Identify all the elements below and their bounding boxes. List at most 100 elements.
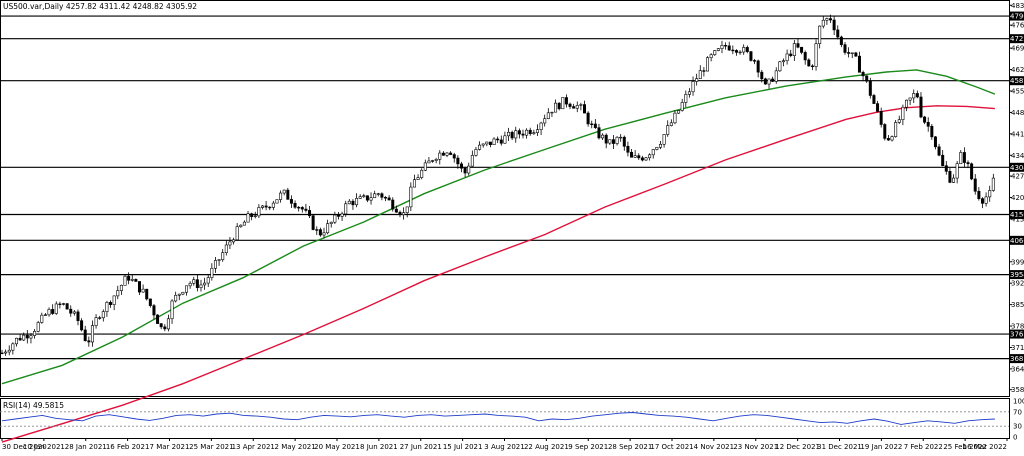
- candle-body: [481, 143, 485, 146]
- candle-body: [894, 122, 898, 137]
- x-tick-label: 16 Feb 2021: [106, 443, 150, 451]
- level-label-box: [1009, 235, 1024, 245]
- candle-body: [4, 351, 8, 354]
- candle-body: [311, 215, 315, 230]
- candle-body: [72, 311, 76, 314]
- candle-body: [807, 59, 811, 67]
- candle-body: [937, 146, 941, 156]
- candle-body: [803, 52, 807, 61]
- level-label: 4585.74: [1010, 77, 1024, 85]
- candle-body: [358, 196, 362, 199]
- candle-body: [420, 169, 424, 178]
- x-tick-label: 25 Feb 2022: [943, 443, 987, 451]
- y-tick-label: 3857.30: [1011, 301, 1024, 309]
- candle-body: [836, 29, 840, 38]
- candle-body: [351, 200, 355, 206]
- candle-body: [54, 303, 58, 314]
- candle-body: [365, 195, 369, 201]
- candle-body: [69, 308, 73, 314]
- candle-body: [329, 221, 333, 224]
- candle-body: [174, 294, 178, 302]
- candle-body: [51, 309, 55, 314]
- candle-body: [984, 196, 988, 204]
- candle-body: [988, 190, 992, 198]
- candle-body: [210, 267, 214, 278]
- level-label: 4722.41: [1010, 35, 1024, 43]
- candle-body: [412, 179, 416, 188]
- candle-body: [80, 320, 84, 331]
- candle-body: [702, 70, 706, 72]
- candle-body: [192, 279, 196, 284]
- rsi-level-label: 100: [1013, 398, 1024, 406]
- candle-body: [821, 19, 825, 27]
- candle-body: [876, 103, 880, 112]
- candle-body: [47, 309, 51, 316]
- candle-body: [767, 78, 771, 85]
- candle-body: [680, 102, 684, 111]
- candle-body: [344, 203, 348, 215]
- candle-body: [843, 44, 847, 53]
- candle-body: [503, 135, 507, 144]
- x-tick-label: 8 Jun 2021: [360, 443, 398, 451]
- candle-body: [163, 326, 167, 330]
- candle-body: [706, 57, 710, 72]
- candle-body: [666, 125, 670, 135]
- candle-body: [271, 202, 275, 208]
- candle-body: [340, 213, 344, 217]
- candle-body: [199, 284, 203, 288]
- candle-body: [734, 50, 738, 53]
- candle-body: [550, 111, 554, 114]
- candle-body: [445, 152, 449, 156]
- candle-body: [861, 71, 865, 77]
- candle-body: [206, 277, 210, 284]
- candle-body: [409, 186, 413, 208]
- y-tick-label: 3580.55: [1011, 386, 1024, 394]
- y-tick-label: 3927.00: [1011, 280, 1024, 288]
- candle-body: [242, 221, 246, 226]
- level-label-box: [1009, 34, 1024, 44]
- x-tick-label: 3 Aug 2021: [484, 443, 524, 451]
- candle-body: [0, 352, 4, 355]
- candle-body: [36, 322, 40, 332]
- y-tick-label: 4691.65: [1011, 45, 1024, 53]
- candle-body: [879, 111, 883, 125]
- y-tick-label: 4831.05: [1011, 2, 1024, 10]
- candle-body: [528, 129, 532, 134]
- candle-body: [510, 131, 514, 139]
- candle-body: [796, 43, 800, 48]
- candle-body: [648, 154, 652, 159]
- candle-body: [181, 291, 185, 295]
- candle-body: [246, 213, 250, 223]
- candle-body: [546, 112, 550, 119]
- candle-body: [228, 241, 232, 246]
- candle-body: [293, 203, 297, 208]
- level-label: 3681.63: [1010, 355, 1024, 363]
- y-tick-label: 3996.70: [1011, 258, 1024, 266]
- level-label-box: [1009, 162, 1024, 172]
- candle-body: [977, 190, 981, 199]
- level-label: 4150.51: [1010, 211, 1024, 219]
- candle-body: [742, 47, 746, 53]
- candle-body: [778, 61, 782, 72]
- candle-body: [40, 314, 44, 323]
- x-tick-label: 10 Jan 2021: [23, 443, 65, 451]
- candle-body: [373, 193, 377, 199]
- x-tick-label: 31 Dec 2021: [817, 443, 862, 451]
- candle-body: [355, 198, 359, 206]
- candle-body: [326, 223, 330, 234]
- candle-body: [955, 163, 959, 179]
- candle-body: [474, 149, 478, 156]
- candle-body: [915, 93, 919, 98]
- candle-body: [615, 136, 619, 144]
- x-tick-label: 25 Mar 2021: [189, 443, 233, 451]
- candle-body: [633, 155, 637, 158]
- candle-body: [785, 53, 789, 62]
- y-tick-label: 4343.15: [1011, 152, 1024, 160]
- candle-body: [514, 130, 518, 139]
- candle-body: [575, 105, 579, 109]
- candle-body: [376, 193, 380, 195]
- candle-body: [521, 133, 525, 136]
- level-label: 3954.97: [1010, 271, 1024, 279]
